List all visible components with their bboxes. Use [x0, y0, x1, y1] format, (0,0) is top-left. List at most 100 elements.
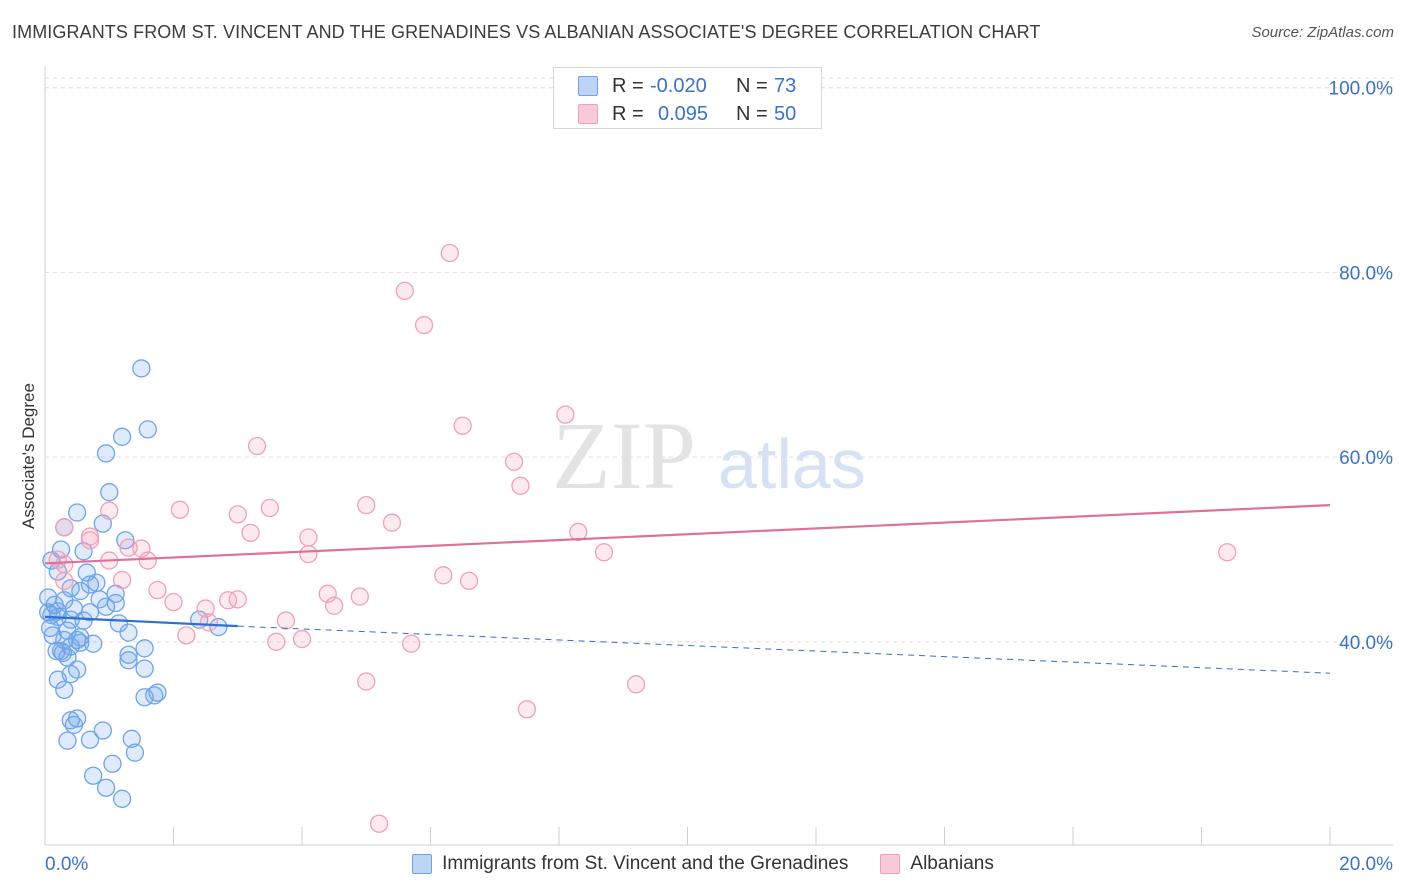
data-point [459, 571, 479, 591]
data-point [556, 405, 575, 424]
n-label: N = [736, 102, 768, 125]
data-point [594, 543, 614, 562]
legend-row-pink: R = 0.095 N = 50 [578, 102, 796, 126]
data-point [122, 729, 141, 748]
n-value: 73 [774, 74, 797, 97]
data-point [569, 522, 588, 542]
grid-lines [45, 77, 1393, 643]
trend-layer [44, 504, 1331, 674]
data-point [80, 575, 100, 594]
watermark-atlas: atlas [718, 425, 866, 503]
data-point [100, 501, 119, 520]
data-point [43, 626, 62, 645]
data-point [324, 596, 344, 615]
data-point [218, 591, 238, 610]
data-point [626, 675, 646, 694]
data-point [80, 730, 100, 749]
n-value: 50 [774, 102, 797, 125]
legend-row-blue: R = -0.020 N = 73 [578, 74, 796, 98]
data-point [125, 743, 145, 762]
data-point [96, 778, 116, 797]
data-point [96, 597, 116, 616]
data-point [357, 672, 376, 691]
source-label: Source: ZipAtlas.com [1251, 24, 1394, 41]
legend-label: Albanians [910, 853, 994, 874]
data-point [64, 715, 84, 735]
data-point [80, 531, 100, 550]
y-axis-label: Associate's Degree [19, 383, 38, 529]
data-point [170, 500, 190, 519]
legend-item-immigrants: Immigrants from St. Vincent and the Gren… [412, 853, 848, 875]
data-point [103, 754, 122, 773]
axes [44, 66, 1393, 846]
data-point [55, 680, 74, 699]
data-point [260, 498, 280, 518]
data-point [58, 731, 77, 750]
data-point [196, 599, 215, 618]
data-point [119, 651, 138, 670]
chart-title: IMMIGRANTS FROM ST. VINCENT AND THE GREN… [12, 22, 1041, 42]
data-point [109, 614, 129, 633]
data-point [247, 436, 267, 456]
data-point [350, 587, 369, 606]
pink-swatch [880, 854, 901, 874]
data-point [48, 670, 67, 689]
data-point [67, 660, 87, 679]
watermark-zip: ZIP [552, 402, 696, 509]
data-point [228, 590, 247, 609]
n-label: N = [736, 74, 768, 97]
trend-line [44, 615, 238, 628]
data-point [199, 613, 218, 632]
data-point [84, 766, 103, 785]
data-point [67, 503, 87, 522]
data-point [267, 632, 286, 651]
y-tick-label: 40.0% [1339, 633, 1393, 654]
data-point [112, 427, 132, 446]
data-point [357, 495, 376, 515]
data-point [132, 359, 151, 378]
data-point [299, 528, 318, 547]
x-tick-label: 0.0% [45, 854, 88, 875]
y-tick-label: 60.0% [1339, 448, 1393, 469]
r-value: 0.095 [658, 102, 709, 125]
data-point [90, 590, 109, 609]
data-point [112, 570, 132, 590]
data-point [369, 814, 389, 833]
data-point [64, 599, 84, 618]
data-point [93, 721, 112, 740]
data-point [119, 623, 138, 642]
data-point [138, 420, 157, 439]
data-point [453, 416, 472, 435]
data-point [414, 315, 434, 335]
data-point [241, 523, 260, 542]
watermark: ZIP atlas [552, 402, 866, 509]
y-tick-label: 80.0% [1339, 263, 1393, 284]
data-point [228, 505, 247, 524]
x-tick-label: 20.0% [1339, 854, 1393, 875]
data-point [84, 634, 103, 653]
r-label: R = [612, 102, 644, 125]
data-point [40, 618, 60, 638]
data-point [209, 617, 228, 637]
data-point [112, 789, 132, 808]
series-layer [39, 243, 1237, 833]
data-point [100, 483, 119, 502]
series-1 [48, 243, 1237, 719]
data-point [177, 626, 196, 645]
data-point [55, 518, 74, 537]
correlation-legend: R = -0.020 N = 73 R = 0.095 N = 50 [553, 67, 822, 129]
legend-label: Immigrants from St. Vincent and the Gren… [442, 853, 849, 874]
tick-labels: 40.0% 60.0% 80.0% 100.0% 0.0% 20.0% [45, 79, 1393, 875]
series-legend: Immigrants from St. Vincent and the Gren… [0, 851, 1406, 877]
data-point [292, 629, 312, 649]
data-point [53, 643, 73, 663]
data-point [164, 592, 183, 612]
r-value: -0.020 [650, 74, 707, 97]
data-point [138, 551, 157, 570]
series-0 [39, 359, 228, 808]
data-point [71, 633, 90, 652]
data-point [382, 513, 402, 532]
data-point [135, 639, 154, 658]
data-point [276, 611, 296, 630]
